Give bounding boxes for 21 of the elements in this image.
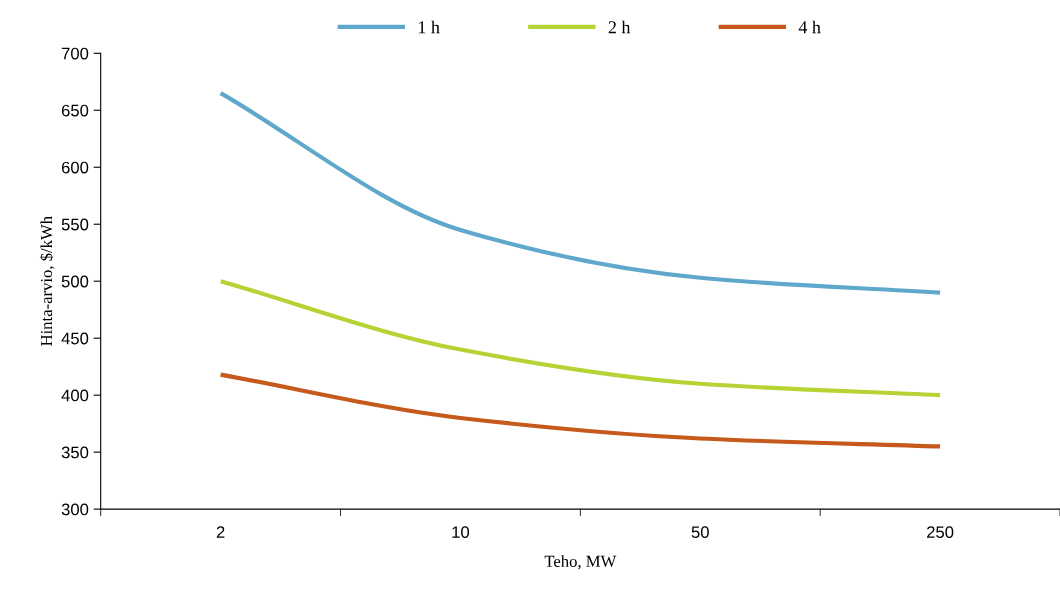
line-series: [218, 91, 943, 295]
x-axis-title: Teho, MW: [544, 555, 617, 570]
line-series: [218, 372, 943, 449]
y-tick-label: 700: [61, 47, 89, 60]
legend-label: 1 h: [418, 20, 440, 34]
x-tick-label: 250: [927, 526, 954, 539]
x-tick-label: 2: [216, 526, 225, 538]
y-tick-label: 450: [61, 332, 89, 345]
y-tick-label: 400: [61, 389, 89, 402]
x-tick-label: 10: [452, 526, 470, 539]
y-tick-label: 550: [61, 218, 89, 231]
x-tick-label: 50: [691, 526, 709, 539]
y-tick-label: 600: [61, 161, 89, 174]
line-series: [218, 279, 943, 398]
legend-label: 4 h: [798, 20, 821, 34]
y-tick-label: 300: [61, 503, 89, 516]
legend-label: 2 h: [608, 20, 631, 34]
y-axis-title: Hinta-arvio, $/kWh: [39, 216, 55, 346]
y-tick-label: 500: [61, 275, 89, 288]
y-tick-label: 650: [61, 104, 89, 117]
y-tick-label: 350: [61, 446, 89, 459]
